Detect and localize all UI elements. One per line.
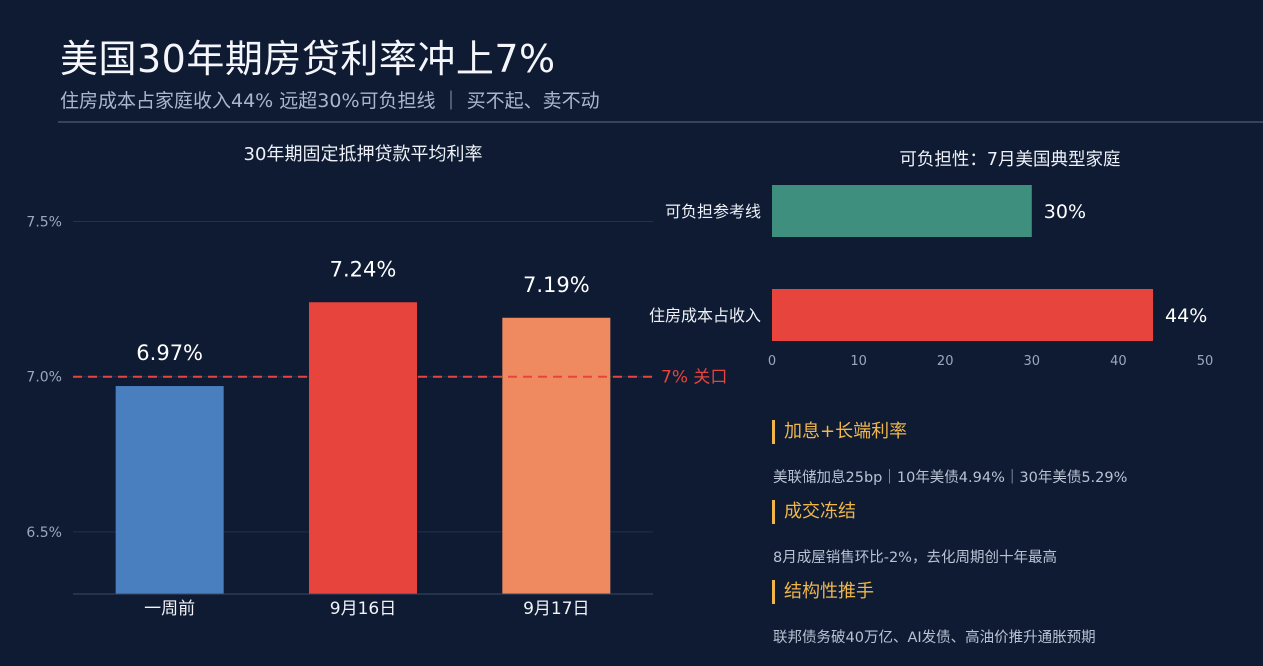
y-tick-label: 可负担参考线 [665,202,761,221]
note-heading: 加息+长端利率 [772,420,907,444]
x-tick-label: 50 [1197,354,1214,369]
note-text: 美联储加息25bp｜10年美债4.94%｜30年美债5.29% [773,470,1128,486]
bar [772,185,1032,237]
y-tick-label: 6.5% [26,525,62,541]
x-tick-label: 20 [937,354,954,369]
data-label: 44% [1165,305,1207,327]
note-heading: 成交冻结 [772,500,856,524]
data-label: 6.97% [136,341,203,365]
x-tick-label: 9月17日 [523,599,589,619]
x-tick-label: 30 [1024,354,1041,369]
x-tick-label: 9月16日 [330,599,396,619]
reference-line-label: 7% 关口 [661,368,727,388]
note-text: 8月成屋销售环比-2%，去化周期创十年最高 [773,550,1057,566]
bar [309,302,417,594]
data-label: 7.19% [523,273,590,297]
x-tick-label: 0 [768,354,776,369]
chart-title: 可负担性：7月美国典型家庭 [899,150,1120,170]
page-title: 美国30年期房贷利率冲上7% [60,37,556,81]
data-label: 7.24% [330,257,397,281]
y-tick-label: 住房成本占收入 [649,306,761,325]
x-tick-label: 10 [850,354,867,369]
bar [772,289,1154,341]
rate-bar-chart: 30年期固定抵押贷款平均利率 6.5% 7.0% 7.5% 6.97% 一周前 7.24% 9… [26,144,727,619]
x-tick-label: 一周前 [144,599,195,619]
bar [502,317,611,594]
data-label: 30% [1044,201,1086,223]
y-tick-label: 7.5% [26,215,62,231]
note-heading: 结构性推手 [772,580,874,604]
bar [115,386,224,594]
chart-title: 30年期固定抵押贷款平均利率 [244,144,483,165]
note-text: 联邦债务破40万亿、AI发债、高油价推升通胀预期 [773,630,1096,646]
x-tick-label: 40 [1110,354,1127,369]
y-tick-label: 7.0% [26,370,62,386]
page-subtitle: 住房成本占家庭收入44% 远超30%可负担线 ｜ 买不起、卖不动 [60,90,600,112]
header-divider [58,121,1263,123]
